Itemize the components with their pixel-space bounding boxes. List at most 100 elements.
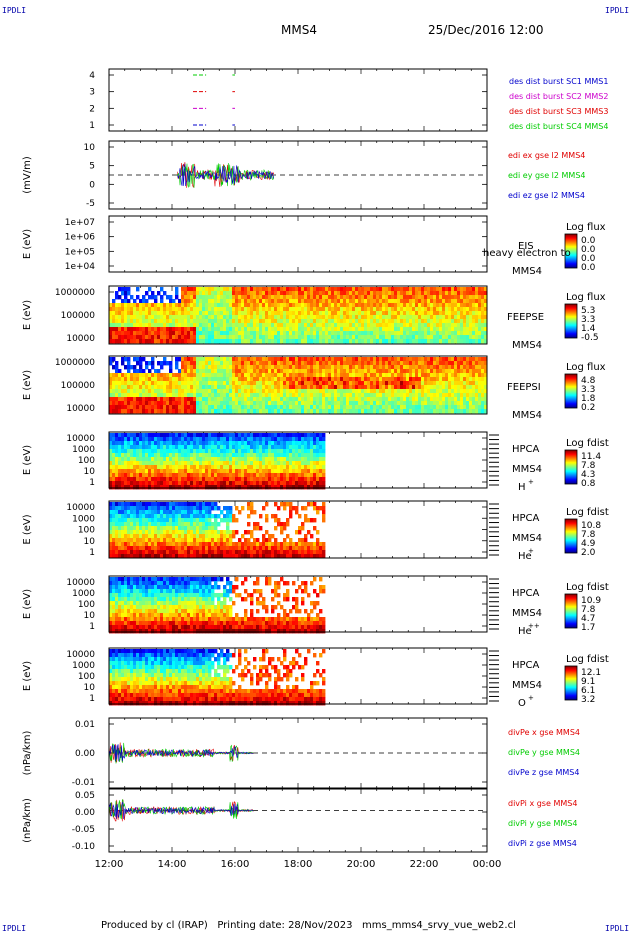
spectrogram-cell [316, 393, 320, 398]
spectrogram-cell [223, 369, 227, 374]
spectrogram-cell [439, 377, 443, 382]
spectrogram-cell [160, 481, 164, 486]
spectrogram-cell [199, 377, 203, 382]
spectrogram-cell [259, 389, 263, 394]
panel-frame [108, 355, 488, 415]
spectrogram-cell [328, 323, 332, 328]
spectrogram-cell [118, 381, 122, 386]
spectrogram-cell [400, 287, 404, 292]
spectrogram-cell [484, 303, 488, 308]
spectrogram-cell [115, 449, 119, 454]
spectrogram-cell [289, 315, 293, 320]
spectrogram-cell [178, 445, 182, 450]
spectrogram-cell [175, 291, 179, 296]
spectrogram-cell [397, 405, 401, 410]
spectrogram-cell [280, 299, 284, 304]
spectrogram-cell [175, 315, 179, 320]
spectrogram-cell [244, 369, 248, 374]
spectrogram-cell [382, 315, 386, 320]
spectrogram-cell [352, 389, 356, 394]
spectrogram-cell [370, 373, 374, 378]
spectrogram-cell [475, 319, 479, 324]
spectrogram-cell [148, 339, 152, 344]
spectrogram-cell [409, 393, 413, 398]
spectrogram-cell [202, 485, 206, 490]
spectrogram-cell [283, 457, 287, 462]
spectrogram-cell [334, 315, 338, 320]
spectrogram-cell [364, 397, 368, 402]
spectrogram-cell [142, 449, 146, 454]
spectrogram-cell [262, 457, 266, 462]
spectrogram-cell [340, 339, 344, 344]
spectrogram-cell [406, 401, 410, 406]
spectrogram-cell [181, 311, 185, 316]
spectrogram-cell [286, 373, 290, 378]
spectrogram-cell [244, 393, 248, 398]
spectrogram-cell [250, 397, 254, 402]
spectrogram-cell [127, 381, 131, 386]
spectrogram-cell [151, 397, 155, 402]
spectrogram-cell [328, 377, 332, 382]
spectrogram-cell [124, 323, 128, 328]
spectrogram-cell [427, 287, 431, 292]
spectrogram-cell [169, 441, 173, 446]
spectrogram-cell [334, 389, 338, 394]
spectrogram-cell [403, 373, 407, 378]
spectrogram-cell [145, 331, 149, 336]
spectrogram-cell [457, 357, 461, 362]
spectrogram-cell [190, 373, 194, 378]
spectrogram-cell [214, 303, 218, 308]
spectrogram-cell [193, 311, 197, 316]
spectrogram-cell [433, 319, 437, 324]
spectrogram-cell [406, 365, 410, 370]
spectrogram-cell [280, 481, 284, 486]
spectrogram-cell [403, 409, 407, 414]
spectrogram-cell [232, 465, 236, 470]
spectrogram-cell [298, 365, 302, 370]
spectrogram-cell [319, 303, 323, 308]
spectrogram-cell [388, 323, 392, 328]
spectrogram-cell [136, 469, 140, 474]
spectrogram-cell [253, 433, 257, 438]
spectrogram-cell [193, 319, 197, 324]
spectrogram-cell [181, 361, 185, 366]
spectrogram-cell [139, 385, 143, 390]
spectrogram-cell [154, 437, 158, 442]
spectrogram-cell [172, 437, 176, 442]
spectrogram-cell [421, 373, 425, 378]
spectrogram-cell [172, 401, 176, 406]
spectrogram-cell [325, 299, 329, 304]
spectrogram-cell [214, 287, 218, 292]
spectrogram-cell [256, 457, 260, 462]
spectrogram-cell [235, 465, 239, 470]
spectrogram-cell [337, 311, 341, 316]
spectrogram-cell [385, 327, 389, 332]
spectrogram-cell [445, 405, 449, 410]
spectrogram-cell [169, 405, 173, 410]
spectrogram-cell [208, 393, 212, 398]
y-tick-label: 1e+05 [65, 247, 95, 257]
spectrogram-cell [478, 365, 482, 370]
spectrogram-cell [136, 453, 140, 458]
spectrogram-cell [472, 291, 476, 296]
spectrogram-cell [445, 315, 449, 320]
spectrogram-cell [181, 327, 185, 332]
spectrogram-cell [238, 365, 242, 370]
spectrogram-cell [313, 481, 317, 486]
spectrogram-cell [289, 397, 293, 402]
spectrogram-cell [331, 303, 335, 308]
spectrogram-cell [307, 311, 311, 316]
spectrogram-cell [289, 331, 293, 336]
spectrogram-cell [238, 409, 242, 414]
spectrogram-cell [319, 373, 323, 378]
spectrogram-cell [352, 307, 356, 312]
spectrogram-cell [427, 319, 431, 324]
spectrogram-cell [151, 335, 155, 340]
spectrogram-cell [334, 365, 338, 370]
spectrogram-cell [430, 339, 434, 344]
spectrogram-cell [175, 335, 179, 340]
spectrogram-cell [307, 469, 311, 474]
spectrogram-cell [283, 315, 287, 320]
spectrogram-cell [226, 469, 230, 474]
spectrogram-cell [406, 385, 410, 390]
